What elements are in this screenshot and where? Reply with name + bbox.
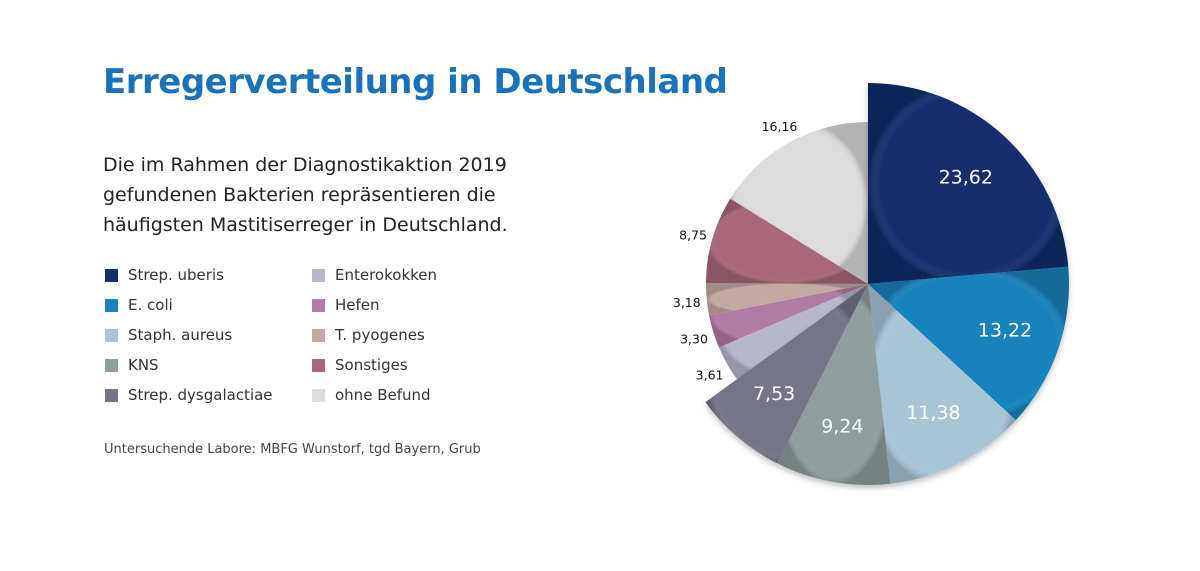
legend-swatch: [312, 358, 325, 372]
legend-item: E. coli: [105, 296, 173, 314]
pie-slice-shade: [868, 83, 1069, 284]
pie-slice-shade: [718, 284, 868, 380]
pie-slice-shade: [730, 122, 868, 284]
legend-label: ohne Befund: [335, 386, 431, 404]
chart-title: Erregerverteilung in Deutschland: [103, 62, 728, 102]
pie-slice-shade: [706, 198, 868, 284]
legend-item: ohne Befund: [312, 386, 431, 404]
legend-item: Enterokokken: [312, 266, 437, 284]
legend-swatch: [312, 328, 325, 342]
legend-item: KNS: [105, 356, 159, 374]
intro-line: Die im Rahmen der Diagnostikaktion 2019: [103, 154, 507, 176]
slice-value-label: 7,53: [753, 383, 795, 405]
pie-slice-shade: [868, 284, 1016, 484]
legend-item: Sonstiges: [312, 356, 408, 374]
legend-label: Enterokokken: [335, 266, 438, 284]
legend-label: T. pyogenes: [335, 326, 425, 344]
legend-item: Hefen: [312, 296, 380, 314]
legend-swatch: [105, 358, 118, 372]
legend-swatch: [312, 268, 325, 282]
legend-label: Sonstiges: [335, 356, 408, 374]
legend-swatch: [105, 328, 118, 342]
intro-line: häufigsten Mastitiserreger in Deutschlan…: [103, 214, 508, 236]
legend-swatch: [105, 388, 118, 402]
legend-swatch: [105, 268, 118, 282]
pie-slice-shade: [709, 284, 868, 348]
legend-label: E. coli: [128, 296, 173, 314]
legend-swatch: [312, 388, 325, 402]
pie-slice-shade: [705, 284, 868, 464]
legend-label: Strep. dysgalactiae: [128, 386, 273, 404]
slice-value-label: 16,16: [762, 119, 798, 134]
pie-slice-shade: [705, 283, 868, 316]
intro-text: Die im Rahmen der Diagnostikaktion 2019 …: [103, 150, 523, 240]
legend-label: Staph. aureus: [128, 326, 233, 344]
legend-label: KNS: [128, 356, 159, 374]
slice-value-label: 23,62: [939, 166, 993, 188]
slice-value-label: 3,61: [696, 368, 724, 383]
legend-label: Strep. uberis: [128, 266, 224, 284]
pie-slice-shade: [777, 284, 891, 485]
slice-value-label: 3,18: [673, 295, 701, 310]
legend-swatch: [105, 298, 118, 312]
slice-value-label: 11,38: [906, 402, 960, 424]
legend-swatch: [312, 298, 325, 312]
legend-item: Strep. uberis: [105, 266, 224, 284]
legend-label: Hefen: [335, 296, 380, 314]
slice-value-label: 9,24: [821, 415, 863, 437]
slice-value-label: 8,75: [679, 228, 707, 243]
legend-item: Strep. dysgalactiae: [105, 386, 273, 404]
pie-slice-shade: [868, 266, 1070, 421]
legend-item: Staph. aureus: [105, 326, 232, 344]
source-note: Untersuchende Labore: MBFG Wunstorf, tgd…: [104, 442, 481, 457]
slice-value-label: 3,30: [680, 331, 708, 346]
intro-line: gefundenen Bakterien repräsentieren die: [103, 184, 496, 206]
slice-value-label: 13,22: [978, 320, 1032, 342]
legend-item: T. pyogenes: [312, 326, 425, 344]
